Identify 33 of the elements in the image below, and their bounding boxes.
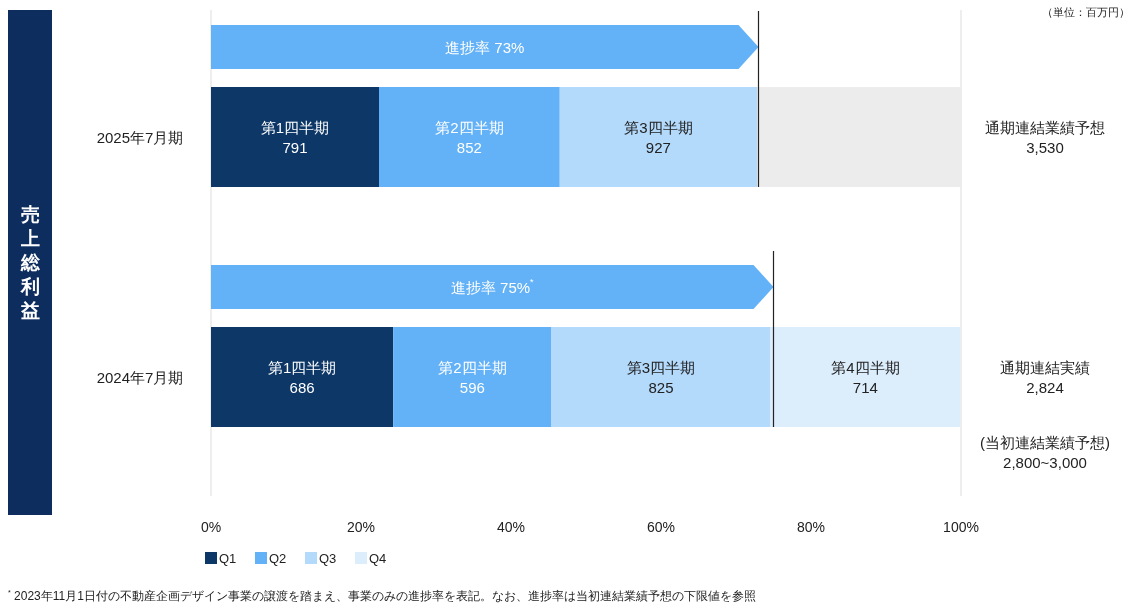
x-tick-label: 40% [496, 519, 526, 535]
x-tick-label: 60% [646, 519, 676, 535]
y-tick-label: 2024年7月期 [96, 368, 184, 386]
data-label: 第3四半期 825 [626, 358, 696, 396]
data-label: 第3四半期 927 [624, 118, 693, 156]
bar [211, 327, 394, 427]
x-tick-label: 80% [796, 519, 826, 535]
text: (当初連結業績予想) 2,800~3,000 [980, 433, 1110, 471]
bar [379, 87, 560, 187]
data-label: 第2四半期 852 [435, 118, 504, 156]
text: 通期連結業績予想 3,530 [985, 118, 1105, 156]
bar [211, 87, 379, 187]
legend-label: Q2 [269, 550, 287, 566]
y-axis-title: 売上総利益 [19, 203, 41, 321]
data-label: 第1四半期 791 [260, 118, 330, 156]
text: $^{*}$ 2023年11月1日付の不動産企画デザイン事業の譲渡を踏まえ、事業のみの進捗率を表記。なお、進捗率は当初連結業績予想の下限値を参照 [8, 589, 756, 603]
legend-label: Q4 [369, 550, 387, 566]
legend-label: Q1 [219, 550, 237, 566]
data-label: 第2四半期 596 [438, 358, 507, 396]
data-label: 進捗率 75%$^{*}$ [450, 277, 535, 296]
legend-label: Q3 [319, 550, 337, 566]
bar [211, 265, 774, 309]
x-tick-label: 0% [200, 519, 222, 535]
y-tick-label: 2025年7月期 [96, 128, 184, 146]
text: （単位：百万円） [1042, 6, 1130, 18]
data-label: 第4四半期 714 [831, 358, 900, 396]
x-tick-label: 20% [346, 519, 376, 535]
text: 通期連結実績 2,824 [1000, 358, 1090, 396]
data-label: 第1四半期 686 [267, 358, 337, 396]
bar [211, 25, 759, 69]
data-label: 進捗率 73% [445, 38, 525, 56]
x-tick-label: 100% [943, 519, 979, 535]
bar [393, 327, 552, 427]
